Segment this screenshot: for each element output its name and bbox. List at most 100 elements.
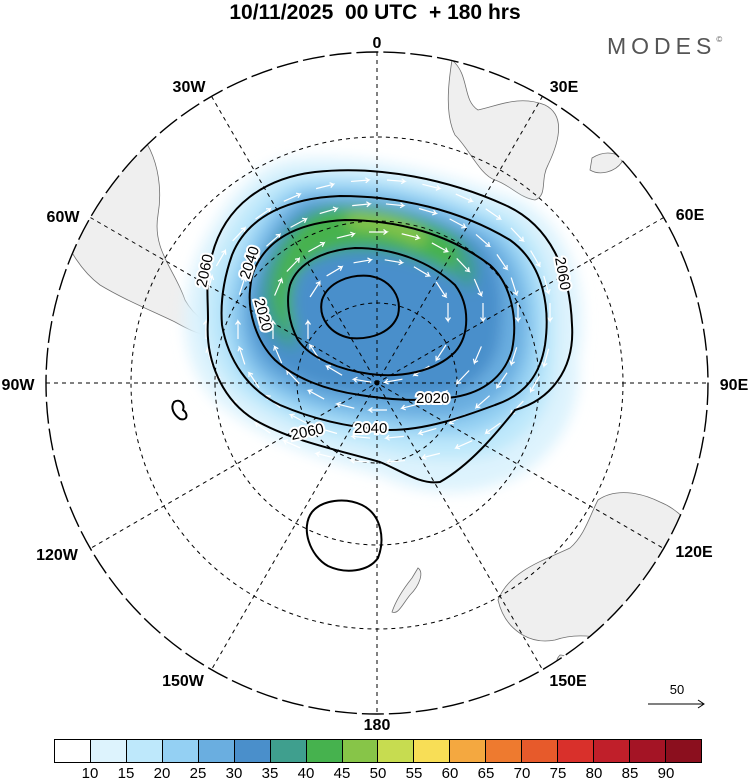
wind-arrow	[484, 422, 501, 435]
wind-arrow	[315, 182, 336, 190]
brand-name: MODES	[607, 33, 717, 59]
colorbar-swatch	[342, 740, 379, 762]
new-zealand-land	[391, 567, 422, 613]
colorbar-tick-label: 50	[369, 765, 387, 782]
wind-arrow	[418, 207, 439, 216]
colorbar-tick-label: 60	[441, 765, 459, 782]
longitude-labels: 0 30E 60E 90E 120E 150E 180 150W 120W 90…	[2, 35, 749, 734]
wind-arrow	[385, 202, 406, 209]
colorbar-swatch	[558, 740, 595, 762]
wind-arrow	[496, 254, 509, 271]
colorbar-swatch	[522, 740, 559, 762]
colorbar-swatch	[234, 740, 271, 762]
wind-arrow	[445, 303, 451, 323]
wind-arrow	[449, 218, 468, 229]
colorbar-swatch	[665, 740, 701, 762]
contour-label: 2040	[354, 420, 387, 437]
copyright-mark: ©	[716, 35, 723, 44]
lon-label-60e: 60E	[676, 207, 705, 224]
colorbar-swatch	[378, 740, 415, 762]
wind-arrow	[324, 365, 343, 376]
colorbar-tick-label: 90	[657, 765, 675, 782]
wind-arrow	[401, 233, 422, 241]
wind-arrow	[336, 231, 356, 239]
colorbar-tick-label: 55	[405, 765, 423, 782]
wind-arrow	[413, 266, 432, 277]
colorbar-tick-label: 85	[621, 765, 639, 782]
wind-arrow	[274, 277, 284, 296]
africa-land	[447, 59, 559, 201]
wind-arrow	[314, 451, 334, 459]
wind-arrow	[455, 193, 475, 203]
wind-arrow	[352, 201, 372, 208]
wind-arrow	[237, 345, 246, 365]
wind-arrow	[455, 370, 470, 386]
colorbar-swatch	[198, 740, 235, 762]
contour-2040	[220, 194, 548, 432]
contour-label: 2060	[289, 420, 325, 444]
colorbar-tick-label: 25	[189, 765, 207, 782]
wind-arrow	[326, 265, 344, 277]
tasmania-land	[556, 654, 569, 673]
wind-arrow	[417, 427, 437, 436]
wind-arrow	[205, 347, 213, 367]
contour-label: 2020	[416, 390, 449, 407]
colorbar-ticks: 10 15 20 25 30 35 40 45 50 55 60 65 70 75 80 85 90	[54, 765, 702, 783]
lon-label-30w: 30W	[173, 79, 207, 96]
colorbar-tick-label: 65	[477, 765, 495, 782]
wind-arrow	[350, 433, 371, 440]
madagascar-land	[589, 152, 623, 174]
wind-arrow	[306, 389, 325, 400]
wind-arrow	[473, 278, 483, 298]
colorbar-swatch	[126, 740, 163, 762]
wind-arrow	[456, 258, 471, 273]
wind-arrow	[281, 439, 301, 449]
wind-arrow	[349, 457, 370, 464]
reference-vector-label: 50	[669, 682, 685, 697]
wind-arrow	[475, 234, 492, 248]
contour-2060-south	[305, 499, 383, 572]
colorbar-tick-label: 70	[513, 765, 531, 782]
wind-arrow	[334, 401, 355, 409]
wind-arrow	[206, 273, 215, 294]
wind-arrow	[485, 208, 503, 220]
contour-core	[320, 274, 400, 340]
wind-arrow	[353, 257, 374, 264]
wind-arrow	[510, 277, 519, 297]
reference-vector: 50	[646, 682, 708, 712]
wind-arrow	[215, 248, 227, 267]
wind-arrow	[305, 319, 311, 339]
lon-label-90e: 90E	[720, 377, 749, 394]
lon-label-150w: 150W	[162, 673, 205, 690]
contour-2060-outer	[206, 169, 574, 484]
wind-arrow	[290, 217, 308, 228]
contour-small-island	[171, 399, 188, 421]
wind-arrow	[386, 178, 407, 185]
wind-arrow	[420, 452, 441, 460]
wind-arrow	[435, 344, 447, 363]
wind-arrow	[474, 395, 490, 410]
map-title: 10/11/2025 00 UTC + 180 hrs	[229, 1, 521, 24]
wind-arrow	[369, 229, 389, 235]
wind-arrow	[529, 375, 541, 394]
arrow-right-icon	[648, 699, 705, 709]
wind-arrow	[530, 250, 542, 268]
colorbar-swatch	[162, 740, 199, 762]
colorbar	[54, 739, 702, 763]
wind-arrow	[472, 346, 482, 365]
wind-arrow	[541, 348, 550, 369]
wind-arrow	[422, 183, 442, 191]
wind-arrow	[431, 242, 450, 253]
colorbar-swatch	[55, 740, 91, 762]
colorbar-swatch	[450, 740, 487, 762]
wind-arrow	[510, 227, 526, 242]
wind-arrow	[515, 303, 521, 323]
colorbar-swatch	[486, 740, 523, 762]
map-disk: 2060 2040 2020 2020 2040 2060 2060	[46, 52, 708, 714]
wind-arrow	[435, 281, 448, 299]
colorbar-tick-label: 35	[261, 765, 279, 782]
wind-arrow	[317, 426, 338, 435]
brand-logo: MODES©	[607, 33, 722, 60]
wind-arrow	[509, 347, 518, 367]
colorbar-swatch	[306, 740, 343, 762]
